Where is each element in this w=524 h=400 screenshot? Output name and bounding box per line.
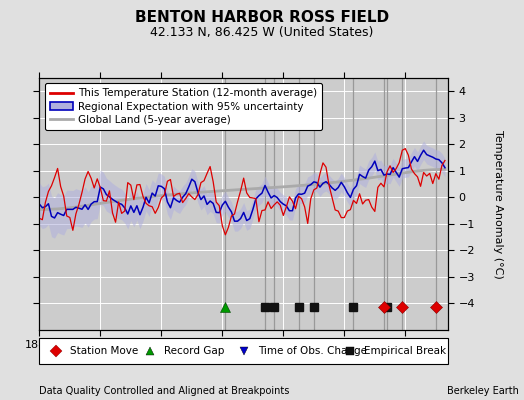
Text: BENTON HARBOR ROSS FIELD: BENTON HARBOR ROSS FIELD <box>135 10 389 25</box>
Y-axis label: Temperature Anomaly (°C): Temperature Anomaly (°C) <box>493 130 503 278</box>
Text: Empirical Break: Empirical Break <box>364 346 446 356</box>
Text: Data Quality Controlled and Aligned at Breakpoints: Data Quality Controlled and Aligned at B… <box>39 386 290 396</box>
Text: 42.133 N, 86.425 W (United States): 42.133 N, 86.425 W (United States) <box>150 26 374 39</box>
Text: Record Gap: Record Gap <box>164 346 224 356</box>
Text: Berkeley Earth: Berkeley Earth <box>447 386 519 396</box>
Text: Time of Obs. Change: Time of Obs. Change <box>258 346 367 356</box>
Legend: This Temperature Station (12-month average), Regional Expectation with 95% uncer: This Temperature Station (12-month avera… <box>45 83 322 130</box>
Text: Station Move: Station Move <box>70 346 138 356</box>
FancyBboxPatch shape <box>39 338 448 364</box>
